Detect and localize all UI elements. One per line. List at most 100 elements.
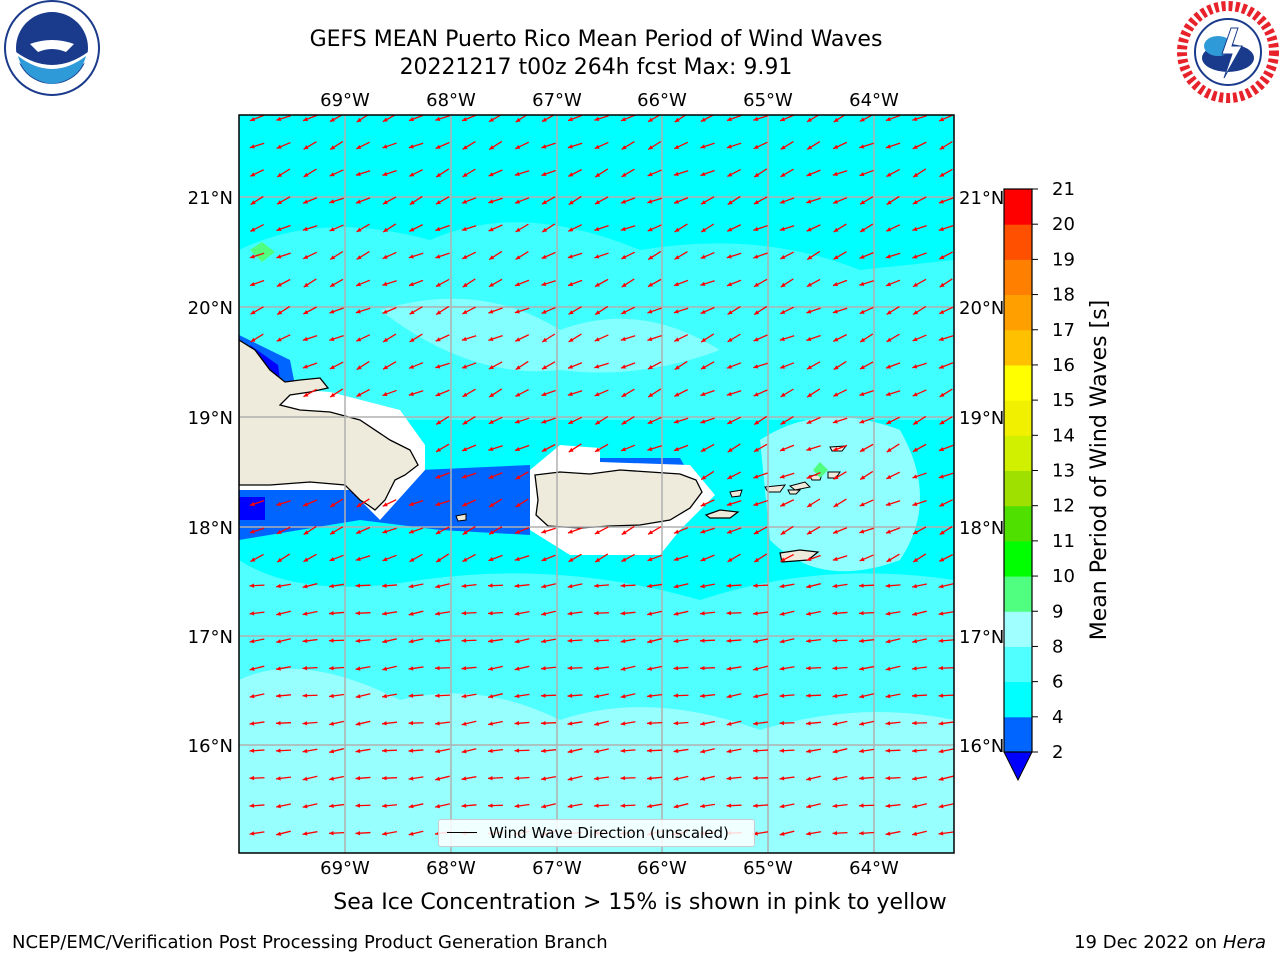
wind-wave-arrowhead — [727, 172, 733, 177]
wind-wave-arrowhead — [382, 803, 387, 808]
wind-wave-arrowhead — [461, 721, 467, 726]
wind-wave-arrowhead — [567, 721, 573, 726]
wind-wave-arrowhead — [276, 144, 282, 149]
wind-wave-arrowhead — [832, 282, 838, 287]
wind-wave-arrowhead — [408, 501, 414, 507]
wind-wave-arrowhead — [647, 803, 652, 809]
wind-wave-arrowhead — [383, 365, 389, 370]
wind-wave-arrowhead — [356, 365, 362, 370]
wind-wave-arrowhead — [726, 776, 732, 781]
wind-wave-arrowhead — [409, 227, 415, 232]
wind-wave-arrowhead — [912, 693, 917, 698]
wind-wave-arrowhead — [356, 117, 362, 123]
wind-wave-arrowhead — [594, 721, 600, 726]
legend-label: Wind Wave Direction (unscaled) — [489, 824, 729, 842]
wind-wave-arrowhead — [912, 144, 918, 149]
colorbar-extend-triangle — [1003, 751, 1033, 782]
wind-wave-arrowhead — [461, 803, 467, 808]
wind-wave-arrowhead — [330, 392, 336, 398]
wind-wave-arrowhead — [754, 420, 760, 425]
wind-wave-arrowhead — [938, 336, 944, 341]
wind-wave-arrowhead — [249, 529, 255, 534]
wind-wave-arrowhead — [408, 720, 414, 726]
wind-wave-arrowhead — [355, 831, 361, 836]
gridlines — [239, 115, 954, 853]
wind-wave-arrowhead — [303, 145, 309, 150]
wind-wave-arrowhead — [435, 226, 441, 232]
wind-wave-arrowhead — [488, 638, 493, 644]
wind-wave-arrowhead — [249, 144, 255, 149]
wind-wave-arrowhead — [303, 282, 309, 288]
wind-wave-arrowhead — [913, 557, 919, 563]
wind-wave-arrowhead — [806, 804, 812, 809]
wind-wave-arrowhead — [885, 144, 891, 149]
wind-wave-arrowhead — [302, 748, 308, 754]
wind-wave-arrowhead — [885, 501, 891, 506]
wind-wave-arrowhead — [806, 665, 811, 671]
wind-wave-arrowhead — [514, 803, 520, 809]
wind-wave-arrowhead — [382, 721, 387, 726]
wind-wave-arrowhead — [382, 117, 388, 122]
wind-wave-arrowhead — [541, 804, 547, 809]
lon-label-bottom: 69°W — [320, 858, 370, 879]
wind-wave-arrowhead — [647, 199, 653, 204]
wind-wave-arrowhead — [753, 392, 759, 397]
wind-wave-arrowhead — [355, 199, 361, 204]
colorbar-segment — [1004, 189, 1032, 225]
wind-wave-arrowhead — [806, 474, 812, 479]
wind-wave-arrowhead — [276, 720, 281, 726]
wind-wave-arrowhead — [382, 666, 388, 671]
colorbar-tick-label: 18 — [1052, 285, 1075, 306]
wind-wave-arrowhead — [594, 226, 600, 232]
wind-wave-arrowhead — [647, 776, 652, 781]
wind-wave-arrowhead — [912, 831, 918, 836]
wind-wave-arrowhead — [462, 557, 468, 562]
wind-wave-arrowhead — [489, 502, 495, 507]
wind-wave-arrowhead — [435, 804, 441, 809]
wind-wave-arrowhead — [673, 584, 679, 589]
wind-wave-arrowhead — [541, 666, 546, 671]
wind-wave-arrowhead — [833, 227, 839, 232]
wind-wave-arrowhead — [488, 117, 494, 122]
wind-wave-arrowhead — [355, 556, 361, 561]
wind-wave-arrowhead — [276, 831, 282, 836]
wind-wave-arrowhead — [620, 803, 626, 808]
colorbar-segment — [1004, 716, 1032, 753]
wind-wave-arrowhead — [753, 803, 758, 808]
wind-wave-arrowhead — [329, 364, 335, 369]
wind-wave-arrowhead — [330, 145, 336, 150]
wind-wave-arrowhead — [700, 638, 705, 643]
wind-wave-arrowhead — [302, 804, 308, 809]
wind-wave-arrowhead — [779, 666, 785, 671]
wind-wave-arrowhead — [647, 309, 653, 314]
wind-wave-arrowhead — [356, 282, 362, 287]
wind-wave-arrowhead — [302, 336, 308, 342]
wind-wave-arrowhead — [938, 584, 944, 589]
lon-label-bottom: 68°W — [426, 858, 476, 879]
wind-wave-arrowhead — [330, 502, 336, 507]
wind-wave-arrowhead — [885, 529, 891, 534]
colorbar-tick-label: 19 — [1052, 249, 1075, 270]
lon-label-top: 66°W — [637, 90, 687, 111]
wind-wave-arrowhead — [700, 749, 706, 754]
wind-wave-arrowhead — [408, 831, 414, 836]
wind-wave-arrowhead — [435, 200, 441, 205]
wind-wave-arrowhead — [620, 199, 626, 204]
wind-wave-arrowhead — [620, 226, 626, 231]
wind-wave-arrowhead — [753, 831, 758, 836]
colorbar-segment — [1004, 646, 1032, 683]
wind-wave-arrowhead — [806, 776, 812, 781]
wind-wave-arrowhead — [807, 145, 813, 150]
wind-wave-arrowhead — [938, 665, 944, 671]
wind-wave-arrowhead — [674, 529, 680, 534]
wind-wave-arrowhead — [700, 693, 705, 698]
wind-wave-arrowhead — [515, 144, 521, 149]
wind-wave-arrowhead — [912, 666, 917, 671]
wind-wave-arrowhead — [567, 584, 573, 589]
wind-wave-arrowhead — [886, 447, 892, 453]
wind-wave-arrowhead — [647, 282, 653, 287]
wind-wave-arrowhead — [568, 227, 574, 232]
wind-wave-arrowhead — [807, 502, 813, 508]
wind-wave-arrowhead — [832, 447, 838, 452]
wind-wave-arrowhead — [303, 557, 309, 562]
